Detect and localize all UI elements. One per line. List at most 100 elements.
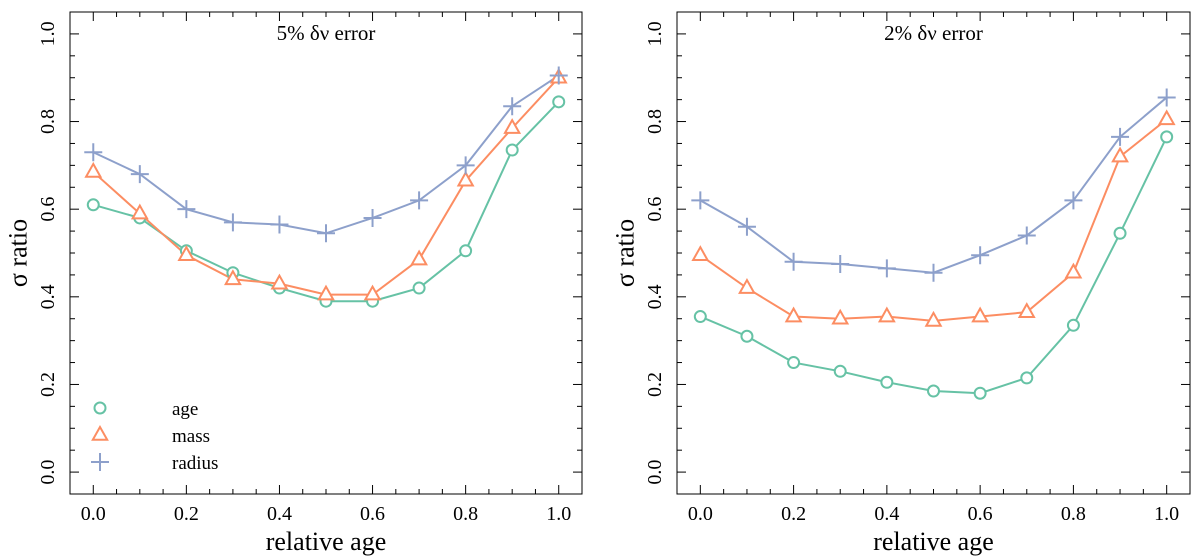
chart-panel-1: 0.0 0.2 0.4 0.6 0.8 1.0 0.0 0.2 0.4 0.6 0.8 1.0 rela…	[4, 11, 583, 556]
y-tick-label: 0.6	[644, 197, 666, 222]
radius-point	[456, 156, 475, 175]
radius-point	[877, 259, 896, 278]
series-markers-mass	[84, 67, 568, 301]
y-tick-label: 0.4	[37, 284, 59, 309]
age-point	[86, 198, 100, 212]
y-tick-label: 0.6	[37, 197, 59, 222]
x-tick-label: 0.0	[688, 503, 713, 525]
series-markers-mass	[691, 109, 1176, 327]
y-tick-label: 1.0	[37, 21, 59, 46]
series-line-radius	[699, 96, 1168, 274]
mass-point	[177, 245, 196, 261]
radius-point	[549, 66, 568, 85]
radius-point	[130, 165, 149, 184]
mass-point	[456, 170, 475, 187]
chart-title: 2% δν error	[884, 21, 983, 45]
y-axis-label: σ ratio	[4, 219, 33, 287]
mass-point	[738, 278, 756, 294]
y-tick-label: 0.8	[644, 109, 666, 134]
x-tick-label: 0.2	[174, 503, 199, 525]
radius-point	[1017, 226, 1036, 245]
series-line-mass	[92, 77, 560, 296]
radius-point	[831, 254, 850, 273]
chart-title: 5% δν error	[277, 21, 376, 45]
mass-point	[1111, 146, 1129, 163]
age-point	[973, 386, 987, 400]
radius-point	[737, 217, 756, 236]
x-tick-label: 0.6	[360, 503, 385, 525]
age-point	[693, 310, 707, 324]
y-tick-label: 1.0	[644, 21, 666, 46]
x-tick-label: 0.8	[1061, 503, 1086, 525]
age-point	[505, 143, 519, 157]
axis-ticks	[677, 12, 1190, 494]
series-markers-age	[693, 130, 1174, 400]
radius-point	[410, 191, 429, 210]
y-tick-label: 0.4	[644, 284, 666, 309]
radius-point	[177, 200, 196, 219]
age-point	[459, 244, 473, 258]
mass-point	[971, 306, 990, 323]
mass-point	[924, 310, 943, 327]
axis-ticks	[70, 12, 582, 494]
series-markers-age	[86, 95, 566, 308]
x-axis-label: relative age	[873, 527, 994, 556]
mass-point	[831, 308, 850, 325]
age-point	[552, 95, 566, 109]
series-line-age	[93, 101, 560, 303]
radius-point	[363, 208, 382, 227]
radius-point	[971, 246, 990, 265]
radius-point	[1064, 191, 1083, 210]
series-markers-radius	[691, 88, 1176, 282]
age-point	[740, 329, 754, 343]
legend-marker-mass	[91, 424, 109, 441]
legend: age mass radius	[91, 399, 218, 474]
mass-point	[270, 273, 289, 290]
mass-point	[503, 118, 522, 134]
legend-label-age: age	[172, 399, 198, 420]
mass-point	[877, 306, 896, 323]
age-point	[880, 375, 894, 389]
x-tick-label: 0.4	[874, 503, 899, 525]
y-tick-label: 0.2	[37, 372, 59, 397]
age-point	[833, 364, 847, 378]
mass-point	[410, 249, 429, 266]
mass-point	[691, 245, 710, 261]
y-tick-label: 0.0	[644, 460, 666, 485]
legend-label-radius: radius	[172, 453, 218, 474]
age-point	[1066, 318, 1080, 332]
mass-point	[363, 284, 382, 301]
legend-label-mass: mass	[172, 426, 210, 447]
series-line-mass	[699, 118, 1168, 322]
age-point	[927, 384, 940, 398]
radius-point	[691, 191, 710, 210]
radius-point	[270, 215, 289, 234]
x-tick-label: 0.0	[81, 503, 106, 525]
radius-point	[1111, 127, 1130, 146]
series-markers-radius	[84, 66, 568, 243]
radius-point	[503, 97, 522, 116]
mass-point	[130, 203, 149, 220]
radius-point	[924, 263, 943, 282]
x-tick-label: 0.8	[453, 503, 478, 525]
legend-marker-radius	[91, 453, 109, 471]
mass-point	[784, 306, 803, 323]
legend-marker-age	[93, 401, 107, 415]
x-axis-label: relative age	[266, 527, 387, 556]
mass-point	[223, 269, 242, 286]
age-point	[1020, 371, 1034, 385]
radius-point	[317, 224, 335, 243]
radius-point	[1157, 88, 1176, 107]
age-point	[787, 356, 801, 370]
x-tick-label: 0.4	[267, 503, 292, 525]
radius-point	[784, 252, 803, 271]
mass-point	[1064, 262, 1083, 279]
x-tick-label: 0.2	[781, 503, 806, 525]
mass-point	[1157, 109, 1176, 126]
x-tick-label: 0.6	[968, 503, 993, 525]
chart-panel-2: 0.0 0.2 0.4 0.6 0.8 1.0 0.0 0.2 0.4 0.6 0.8 1.0 rela…	[611, 11, 1191, 556]
mass-point	[1017, 302, 1036, 318]
y-tick-label: 0.0	[37, 460, 59, 485]
radius-point	[84, 143, 103, 162]
y-tick-label: 0.2	[644, 372, 666, 397]
